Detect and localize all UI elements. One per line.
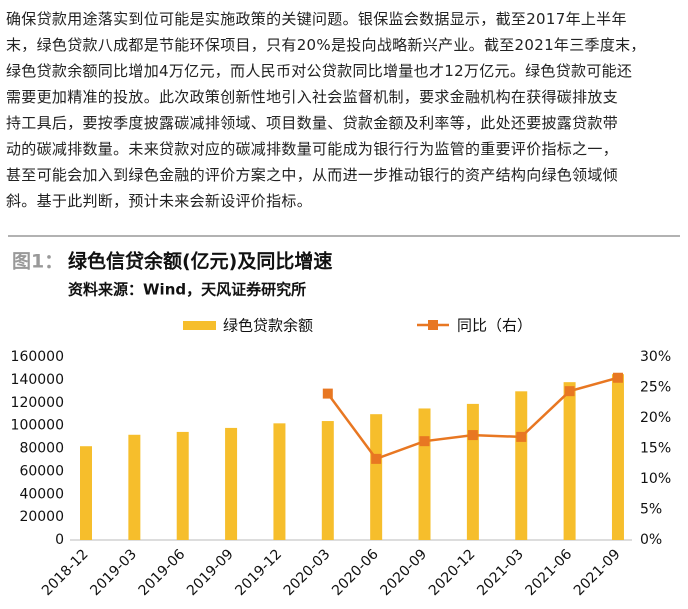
y2-tick-label: 30% [640, 349, 671, 365]
y2-tick-label: 0% [640, 532, 662, 548]
x-tick-label: 2019-09 [184, 546, 237, 599]
paragraph-line: 需要更加精准的投放。此次政策创新性地引入社会监督机制，要求金融机构在获得碳排放支 [6, 88, 619, 106]
legend-swatch [428, 320, 438, 330]
y2-tick-label: 20% [640, 410, 671, 426]
bar [225, 427, 238, 540]
line-marker [371, 453, 382, 464]
bar [418, 408, 431, 540]
y2-tick-label: 5% [640, 502, 662, 518]
x-tick-label: 2020-12 [426, 546, 479, 599]
line-marker [322, 388, 333, 399]
paragraph-line: 绿色贷款余额同比增加4万亿元，而人民币对公贷款同比增量也才12万亿元。绿色贷款可… [6, 62, 633, 80]
x-tick-label: 2019-12 [232, 546, 285, 599]
bar [370, 414, 383, 540]
legend-label: 绿色贷款余额 [223, 317, 313, 335]
paragraph-line: 动的碳减排数量。未来贷款对应的碳减排数量可能成为银行行为监管的重要评价指标之一， [6, 140, 619, 158]
x-tick-label: 2020-03 [281, 546, 334, 599]
legend-label: 同比（右） [457, 317, 532, 335]
paragraph-line: 斜。基于此判断，预计未来会新设评价指标。 [6, 192, 313, 210]
bar [611, 374, 624, 540]
paragraph-line: 确保贷款用途落实到位可能是实施政策的关键问题。银保监会数据显示，截至2017年上… [6, 10, 627, 28]
bar [273, 423, 286, 540]
y-tick-label: 0 [55, 532, 64, 548]
legend-swatch [183, 321, 216, 330]
x-tick-label: 2021-03 [474, 546, 527, 599]
x-tick-label: 2020-09 [377, 546, 430, 599]
bar [563, 382, 576, 540]
x-tick-label: 2019-06 [136, 546, 189, 599]
x-tick-label: 2019-03 [87, 546, 140, 599]
bar [321, 421, 334, 540]
y2-tick-label: 10% [640, 471, 671, 487]
y-tick-label: 160000 [11, 349, 64, 365]
y-tick-label: 100000 [11, 418, 64, 434]
bar [515, 391, 528, 540]
y-tick-label: 80000 [19, 441, 64, 457]
chart-title: 绿色信贷余额(亿元)及同比增速 [68, 250, 332, 273]
line-marker [467, 430, 478, 441]
x-tick-label: 2020-06 [329, 546, 382, 599]
y-tick-label: 140000 [11, 372, 64, 388]
y2-tick-label: 15% [640, 441, 671, 457]
bar [176, 431, 189, 540]
line-marker [612, 372, 623, 383]
x-tick-label: 2021-09 [571, 546, 624, 599]
y-tick-label: 120000 [11, 395, 64, 411]
y-tick-label: 60000 [19, 463, 64, 479]
line-marker [516, 431, 527, 442]
paragraph-line: 末，绿色贷款八成都是节能环保项目，只有20%是投向战略新兴产业。截至2021年三… [6, 36, 646, 54]
paragraph-line: 甚至可能会加入到绿色金融的评价方案之中，从而进一步推动银行的资产结构向绿色领域倾 [6, 166, 619, 184]
paragraph-line: 持工具后，要按季度披露碳减排领域、项目数量、贷款金额及利率等，此处还要披露贷款带 [6, 114, 619, 132]
y2-tick-label: 25% [640, 380, 671, 396]
chart-source: 资料来源：Wind，天风证券研究所 [68, 281, 306, 299]
bar [466, 403, 479, 540]
x-tick-label: 2018-12 [39, 546, 92, 599]
y-tick-label: 40000 [19, 486, 64, 502]
bar [128, 434, 141, 540]
figure-label: 图1： [12, 251, 63, 273]
bar [80, 446, 92, 540]
line-marker [564, 386, 575, 397]
line-marker [419, 436, 430, 447]
y-tick-label: 20000 [19, 509, 64, 525]
x-tick-label: 2021-06 [523, 546, 576, 599]
